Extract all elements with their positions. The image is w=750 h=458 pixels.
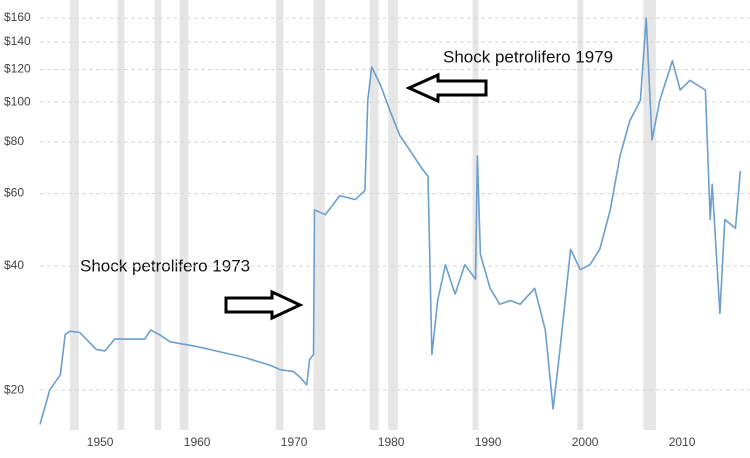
- x-tick-label: 2010: [669, 435, 696, 449]
- recession-band: [275, 0, 284, 430]
- y-tick-label: $100: [4, 94, 31, 108]
- arrow-1979: [405, 72, 488, 104]
- recession-band: [388, 0, 398, 430]
- price-line: [39, 17, 742, 425]
- x-tick-label: 1960: [184, 435, 211, 449]
- y-tick-label: $160: [4, 10, 31, 24]
- y-tick-label: $20: [4, 382, 24, 396]
- recession-band: [369, 0, 379, 430]
- arrow-1973: [224, 289, 304, 321]
- recession-band: [179, 0, 189, 430]
- x-tick-label: 1970: [281, 435, 308, 449]
- x-tick-label: 1950: [87, 435, 114, 449]
- recession-band: [70, 0, 79, 430]
- recession-band: [643, 0, 656, 430]
- recession-band: [313, 0, 326, 430]
- y-tick-label: $60: [4, 186, 24, 200]
- recession-band: [577, 0, 584, 430]
- x-tick-label: 1980: [378, 435, 405, 449]
- recession-band: [117, 0, 125, 430]
- annotation: Shock petrolifero 1973: [80, 256, 250, 275]
- y-tick-label: $140: [4, 34, 31, 48]
- annotation: Shock petrolifero 1979: [443, 47, 613, 66]
- y-tick-label: $120: [4, 62, 31, 76]
- recession-band: [154, 0, 162, 430]
- y-tick-label: $80: [4, 134, 24, 148]
- x-tick-label: 2000: [572, 435, 599, 449]
- y-tick-label: $40: [4, 258, 24, 272]
- x-tick-label: 1990: [475, 435, 502, 449]
- recession-band: [472, 0, 479, 430]
